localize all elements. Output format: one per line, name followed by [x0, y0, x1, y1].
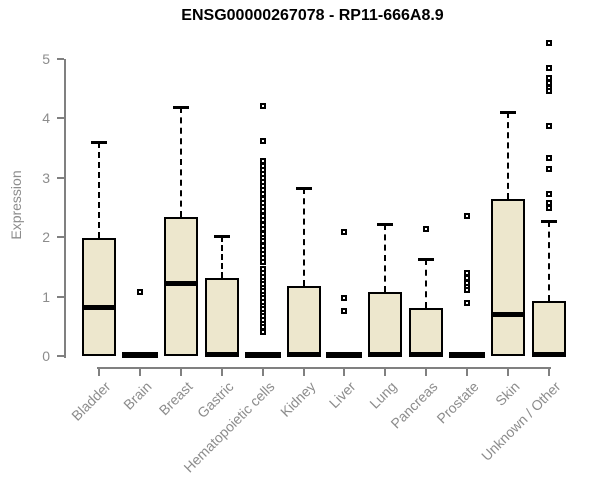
median-line: [204, 351, 239, 357]
whisker-cap: [91, 140, 107, 144]
x-tick-label: Breast: [155, 378, 196, 419]
x-tick: [425, 369, 428, 376]
y-tick: [57, 295, 64, 298]
whisker-cap: [295, 186, 312, 190]
outlier-point: [545, 75, 552, 81]
y-tick-label: 0: [42, 348, 50, 364]
outlier-point: [545, 190, 552, 197]
outlier-point: [341, 229, 348, 236]
outlier-point: [464, 287, 471, 294]
median-line: [82, 305, 116, 311]
outlier-point: [545, 155, 552, 162]
outlier-point: [545, 122, 552, 129]
whisker-cap: [213, 235, 230, 238]
y-tick-label: 4: [42, 110, 50, 127]
outlier-point: [545, 204, 552, 211]
y-tick-label: 2: [42, 229, 50, 246]
x-tick-label: Unknown / Other: [477, 378, 564, 464]
box-skin: [491, 199, 525, 356]
outlier-point: [341, 307, 348, 314]
box-pancreas: [409, 308, 444, 356]
median-line: [368, 352, 403, 358]
y-tick-label: 1: [42, 288, 50, 305]
outlier-point: [259, 259, 266, 266]
chart-title: ENSG00000267078 - RP11-666A8.9: [181, 7, 444, 24]
x-tick: [220, 369, 223, 376]
x-tick: [343, 369, 346, 376]
outlier-point: [423, 226, 430, 233]
zero-bar: [326, 351, 363, 358]
box-breast: [163, 217, 198, 356]
median-line: [491, 311, 525, 317]
outlier-point: [545, 39, 552, 46]
y-tick: [57, 236, 64, 239]
median-line: [163, 281, 198, 287]
box-bladder: [82, 238, 116, 356]
y-axis-line: [64, 59, 66, 358]
x-tick-label: Kidney: [276, 378, 319, 420]
outlier-point: [136, 289, 143, 296]
y-tick-label: 3: [42, 169, 50, 186]
y-tick: [57, 117, 64, 120]
x-tick: [261, 369, 264, 376]
whisker: [507, 112, 509, 200]
whisker: [384, 224, 387, 293]
whisker-cap: [172, 105, 189, 109]
zero-bar: [449, 351, 486, 358]
x-tick: [98, 369, 100, 376]
y-tick: [57, 58, 64, 60]
x-axis-line: [97, 367, 551, 369]
whisker-cap: [377, 223, 394, 227]
box-unknown-other: [531, 300, 566, 356]
x-tick: [302, 369, 305, 376]
x-tick: [384, 369, 387, 376]
outlier-point: [341, 294, 348, 301]
zero-bar: [244, 351, 281, 358]
outlier-point: [464, 212, 471, 219]
outlier-point: [464, 299, 471, 306]
x-tick-label: Skin: [492, 378, 523, 409]
whisker: [302, 187, 305, 286]
x-tick: [466, 369, 469, 376]
whisker-cap: [418, 257, 435, 261]
box-gastric: [204, 278, 239, 356]
outlier-point: [545, 88, 552, 95]
median-line: [409, 352, 444, 358]
outlier-point: [259, 102, 266, 109]
x-tick-label: Brain: [120, 378, 155, 413]
whisker: [179, 106, 182, 217]
whisker: [425, 258, 428, 309]
x-tick-label: Prostate: [433, 378, 482, 427]
whisker-cap: [500, 111, 516, 115]
whisker: [98, 141, 100, 239]
whisker: [547, 221, 550, 301]
x-tick: [138, 369, 141, 376]
box-lung: [368, 292, 403, 356]
x-tick: [547, 369, 550, 376]
outlier-point: [545, 64, 552, 71]
y-tick: [57, 176, 64, 179]
whisker: [220, 236, 223, 279]
outlier-point: [259, 137, 266, 144]
x-tick: [507, 369, 509, 376]
median-line: [286, 352, 321, 358]
x-tick-label: Liver: [326, 378, 359, 412]
outlier-point: [545, 165, 552, 172]
y-tick: [57, 355, 64, 357]
x-tick-label: Bladder: [68, 378, 114, 424]
x-tick: [179, 369, 182, 376]
outlier-point: [259, 328, 266, 335]
whisker-cap: [540, 220, 557, 224]
box-kidney: [286, 285, 321, 356]
y-tick-label: 5: [42, 51, 50, 67]
zero-bar: [121, 351, 158, 358]
x-tick-label: Lung: [366, 378, 400, 412]
median-line: [531, 351, 566, 357]
